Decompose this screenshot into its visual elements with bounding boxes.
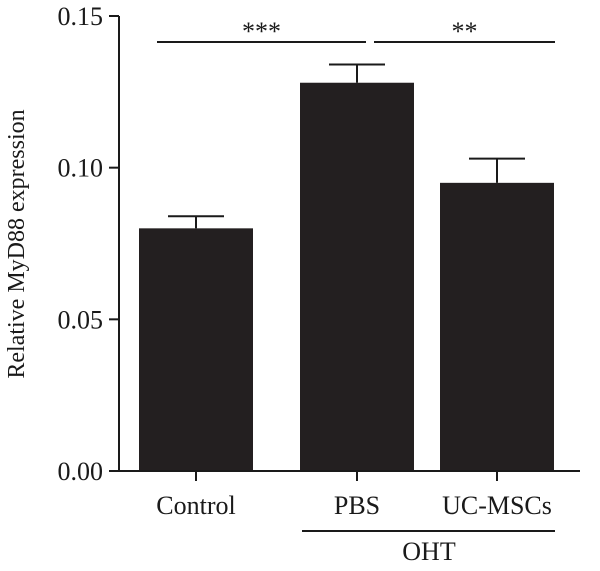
y-tick-label: 0.00 bbox=[58, 457, 104, 486]
bar bbox=[440, 182, 554, 472]
group-label: OHT bbox=[402, 537, 456, 566]
y-tick-label: 0.15 bbox=[58, 2, 104, 31]
y-tick-label: 0.05 bbox=[58, 305, 104, 334]
bar bbox=[300, 82, 414, 471]
bar bbox=[139, 228, 253, 471]
significance-label: ** bbox=[452, 17, 478, 46]
significance-brackets: *** ** bbox=[157, 17, 555, 46]
y-axis: 0.00 0.05 0.10 0.15 bbox=[58, 2, 120, 486]
x-tick-label: Control bbox=[156, 491, 235, 520]
significance-label: *** bbox=[242, 17, 281, 46]
bars bbox=[139, 63, 554, 472]
y-tick-label: 0.10 bbox=[58, 154, 104, 183]
x-axis: Control PBS UC-MSCs OHT bbox=[119, 470, 580, 566]
y-axis-label: Relative MyD88 expression bbox=[4, 109, 30, 378]
x-tick-label: UC-MSCs bbox=[442, 491, 552, 520]
x-tick-label: PBS bbox=[334, 491, 380, 520]
